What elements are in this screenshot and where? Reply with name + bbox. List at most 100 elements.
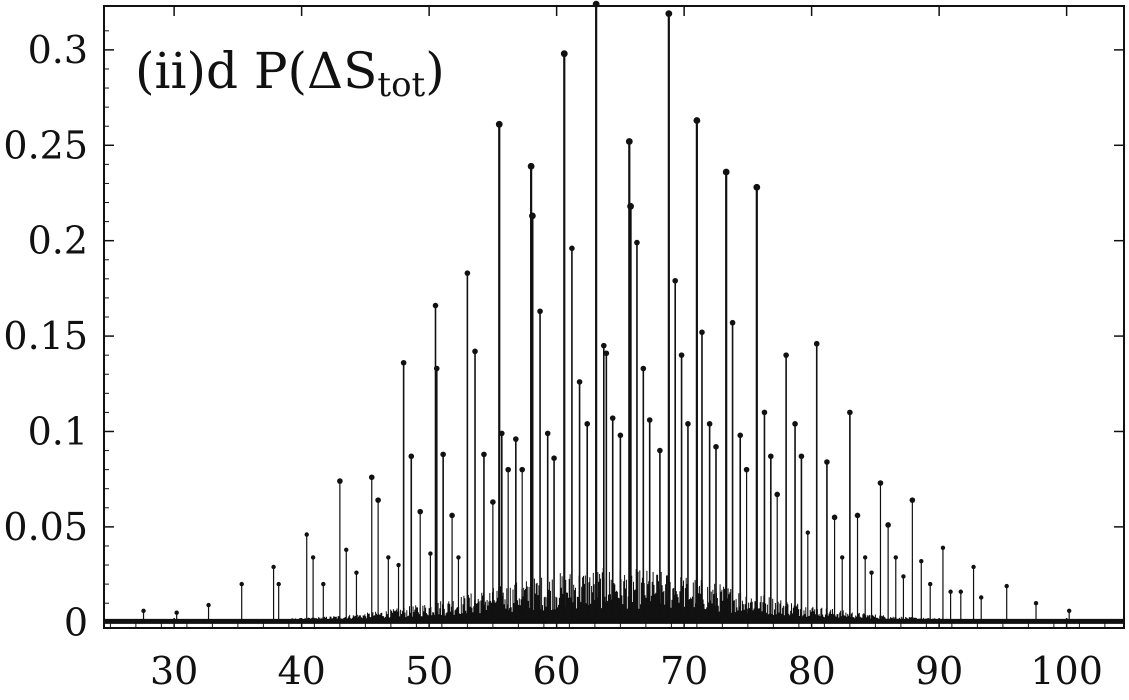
y-tick-label: 0.2: [28, 219, 88, 263]
x-tick-label: 70: [660, 649, 708, 693]
y-tick-label: 0.3: [28, 28, 88, 72]
chart-title-close: ): [425, 42, 445, 100]
peak-marker: [798, 453, 805, 460]
peak-marker: [753, 183, 761, 191]
peak-marker: [672, 277, 678, 284]
peak-marker: [576, 379, 583, 385]
peak-series: [142, 4, 1070, 621]
peak-marker: [584, 421, 591, 427]
peak-marker: [713, 443, 719, 450]
chart-title-main: (ii)d P(ΔS: [135, 42, 377, 100]
peak-marker: [386, 555, 391, 560]
peak-marker: [657, 447, 663, 454]
peak-marker: [706, 421, 713, 427]
peak-marker: [919, 559, 924, 564]
peak-marker: [344, 547, 349, 552]
x-tick-label: 100: [1030, 649, 1103, 693]
peak-marker: [877, 480, 884, 486]
peak-marker: [743, 466, 750, 473]
x-axis: 30 40 50 60 70 80 90 100: [109, 6, 1106, 693]
peak-marker: [276, 581, 281, 587]
peak-marker: [685, 421, 691, 427]
chart-title-subscript: tot: [377, 65, 425, 105]
peak-marker: [646, 417, 653, 423]
peak-marker: [529, 212, 536, 220]
peak-marker: [979, 595, 984, 600]
peak-marker: [505, 466, 511, 473]
peak-marker: [569, 245, 575, 252]
noise-spikes: [110, 568, 1114, 621]
y-axis: 0 0.05 0.1 0.15 0.2 0.25 0.3: [3, 28, 1124, 644]
peak-marker: [940, 545, 946, 551]
peak-marker: [824, 459, 830, 465]
x-tick-label: 60: [532, 649, 580, 693]
peak-marker: [337, 478, 343, 484]
peak-marker: [693, 117, 701, 124]
peak-marker: [495, 120, 503, 128]
x-tick-label: 50: [405, 649, 453, 693]
peak-marker: [428, 551, 433, 556]
peak-marker: [625, 138, 633, 145]
peak-marker: [617, 432, 624, 439]
peak-marker: [885, 522, 891, 528]
peak-marker: [368, 474, 375, 481]
peak-marker: [440, 451, 446, 458]
peak-marker: [928, 581, 933, 587]
peak-marker: [761, 409, 768, 416]
peak-marker: [519, 466, 525, 473]
x-tick-label: 30: [150, 649, 198, 693]
peak-marker: [805, 530, 810, 535]
y-tick-label: 0: [64, 600, 88, 644]
peak-marker: [433, 365, 440, 372]
peak-marker: [490, 499, 496, 505]
peak-marker: [971, 564, 976, 570]
peak-marker: [174, 610, 179, 615]
peak-marker: [665, 10, 673, 18]
peak-marker: [141, 608, 146, 614]
peak-marker: [783, 352, 789, 358]
peak-marker: [400, 359, 407, 366]
y-tick-label: 0.05: [3, 505, 88, 549]
peak-marker: [304, 532, 309, 537]
peak-marker: [464, 270, 471, 276]
peak-marker: [417, 508, 424, 515]
peak-marker: [456, 555, 461, 560]
peak-marker: [1033, 600, 1039, 606]
peak-marker: [449, 512, 455, 519]
peak-marker: [544, 430, 551, 437]
peak-marker: [527, 162, 535, 170]
peak-marker: [603, 350, 610, 357]
peak-marker: [513, 436, 519, 442]
peak-marker: [948, 589, 953, 594]
peak-marker: [854, 512, 861, 519]
peak-marker: [206, 602, 211, 608]
peak-marker: [847, 409, 853, 416]
peak-marker: [354, 570, 359, 575]
peak-marker: [432, 302, 439, 309]
peak-marker: [321, 581, 326, 587]
peak-marker: [537, 308, 543, 315]
peak-marker: [560, 50, 568, 58]
peak-marker: [375, 497, 381, 503]
y-tick-label: 0.25: [3, 123, 88, 167]
peak-marker: [499, 430, 505, 437]
y-tick-label: 0.1: [28, 409, 88, 453]
peak-marker: [640, 365, 647, 372]
peak-marker: [310, 555, 316, 560]
peak-marker: [869, 570, 874, 575]
peak-marker: [396, 562, 401, 568]
peak-marker: [1004, 583, 1009, 589]
x-tick-label: 40: [277, 649, 325, 693]
peak-marker: [893, 555, 898, 560]
peak-marker: [737, 432, 744, 439]
peak-markers: [141, 0, 1072, 615]
peak-marker: [729, 319, 736, 326]
peak-marker: [768, 453, 774, 460]
peak-marker: [722, 168, 730, 176]
peak-marker: [271, 564, 276, 570]
x-tick-label: 80: [787, 649, 835, 693]
peak-marker: [627, 202, 634, 210]
x-tick-label: 90: [915, 649, 963, 693]
peak-marker: [813, 340, 820, 347]
